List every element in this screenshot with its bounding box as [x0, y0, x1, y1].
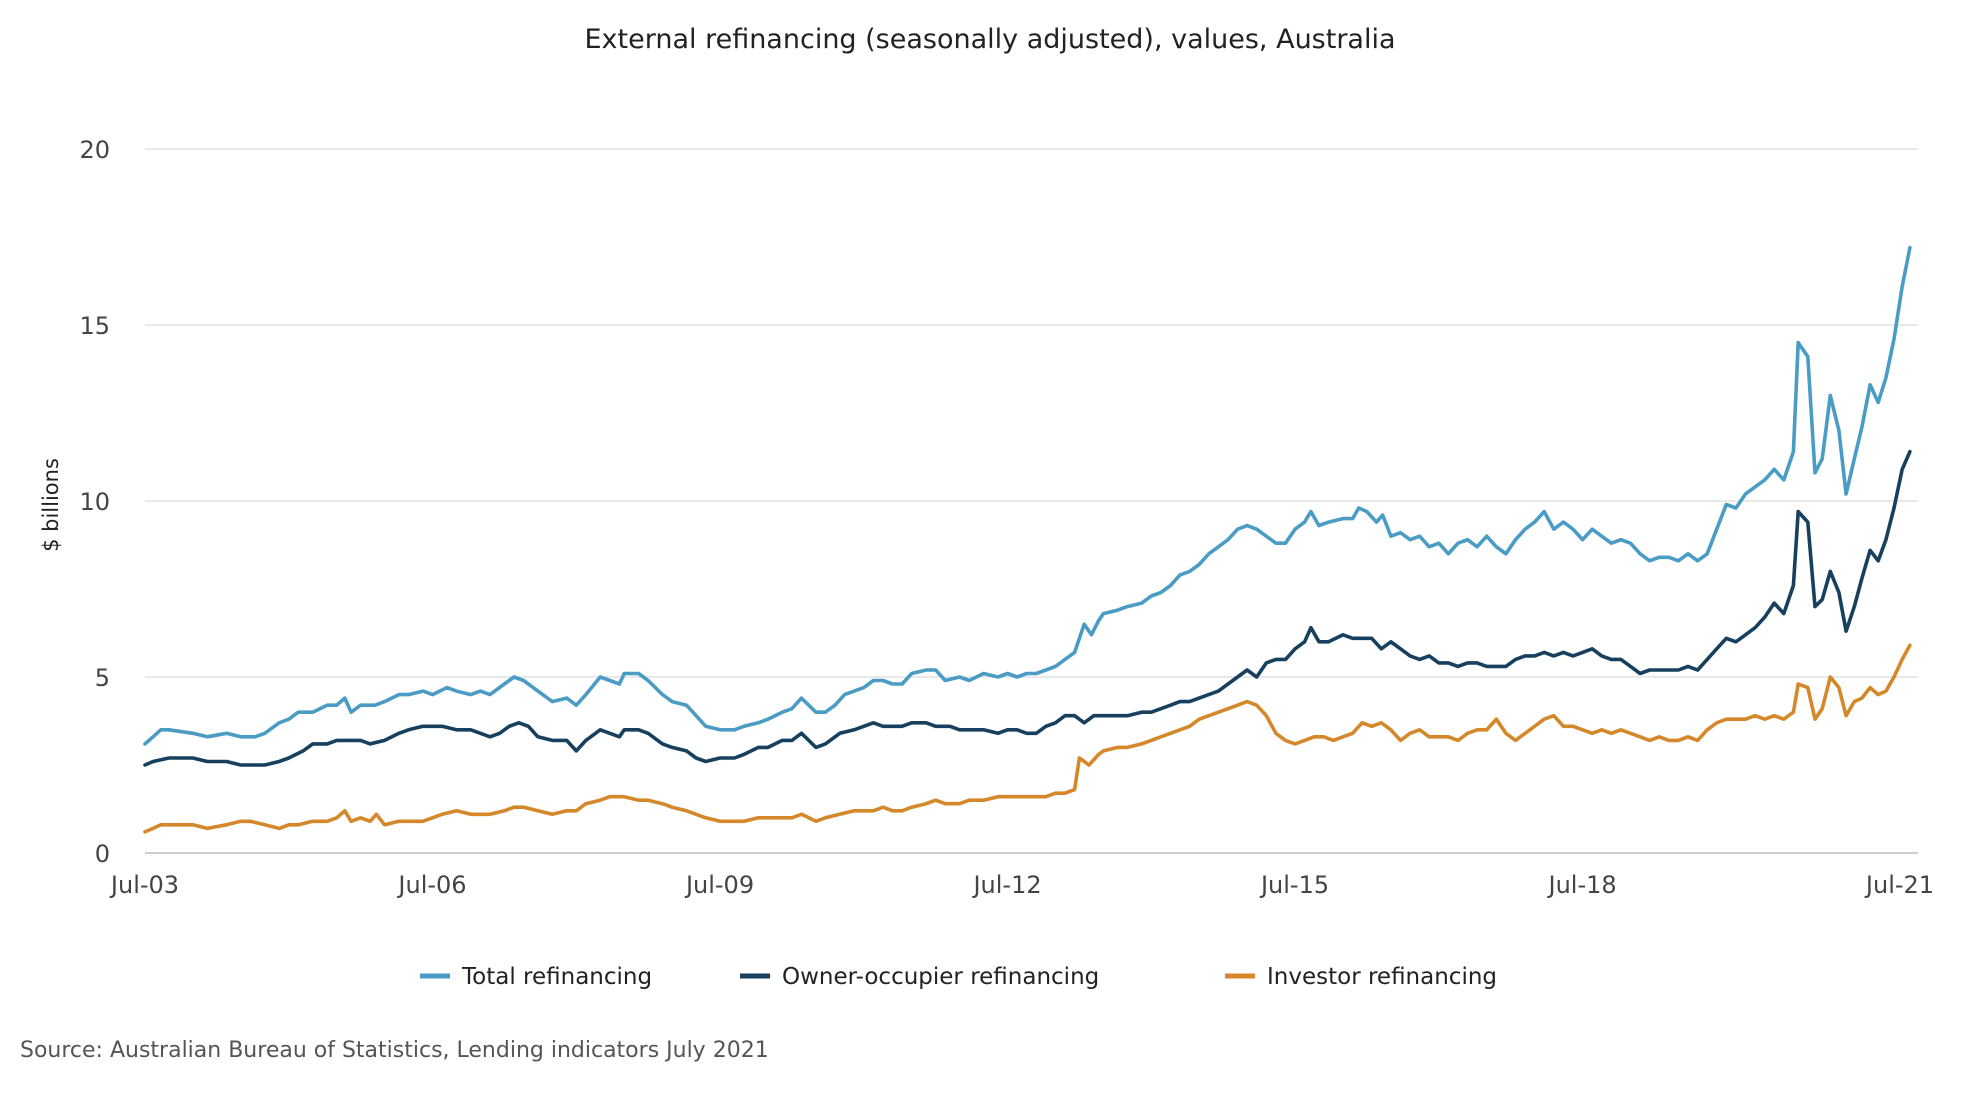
legend-item: Owner-occupier refinancing: [740, 964, 1099, 990]
x-tick-label: Jul-12: [971, 871, 1041, 899]
y-tick-label: 0: [95, 840, 110, 868]
legend-label: Owner-occupier refinancing: [782, 964, 1099, 990]
source-note: Source: Australian Bureau of Statistics,…: [20, 1038, 769, 1063]
x-tick-label: Jul-03: [109, 871, 179, 899]
x-tick-label: Jul-15: [1259, 871, 1329, 899]
x-tick-label: Jul-06: [396, 871, 466, 899]
y-tick-label: 20: [79, 136, 110, 164]
y-axis-title: $ billions: [39, 458, 63, 552]
y-axis-ticks: 0 5 10 15 20: [79, 136, 110, 868]
series-line-investor: [143, 643, 1912, 834]
series-line-owner-occupier: [143, 449, 1912, 767]
x-tick-label: Jul-09: [684, 871, 754, 899]
x-tick-label: Jul-21: [1864, 871, 1934, 899]
x-tick-label: Jul-18: [1546, 871, 1616, 899]
legend-item: Investor refinancing: [1225, 964, 1497, 990]
legend-label: Investor refinancing: [1267, 964, 1497, 990]
legend: Total refinancing Owner-occupier refinanc…: [420, 964, 1497, 990]
x-axis-ticks: Jul-03 Jul-06 Jul-09 Jul-12 Jul-15 Jul-18 Jul-…: [109, 871, 1934, 899]
y-tick-label: 5: [95, 664, 110, 692]
legend-item: Total refinancing: [420, 964, 652, 990]
series-line-total: [143, 245, 1912, 746]
y-tick-label: 15: [79, 312, 110, 340]
gridlines: [145, 148, 1918, 854]
legend-label: Total refinancing: [461, 964, 652, 990]
chart-title: External refinancing (seasonally adjuste…: [584, 24, 1395, 55]
series-lines: [143, 245, 1912, 834]
y-tick-label: 10: [79, 488, 110, 516]
